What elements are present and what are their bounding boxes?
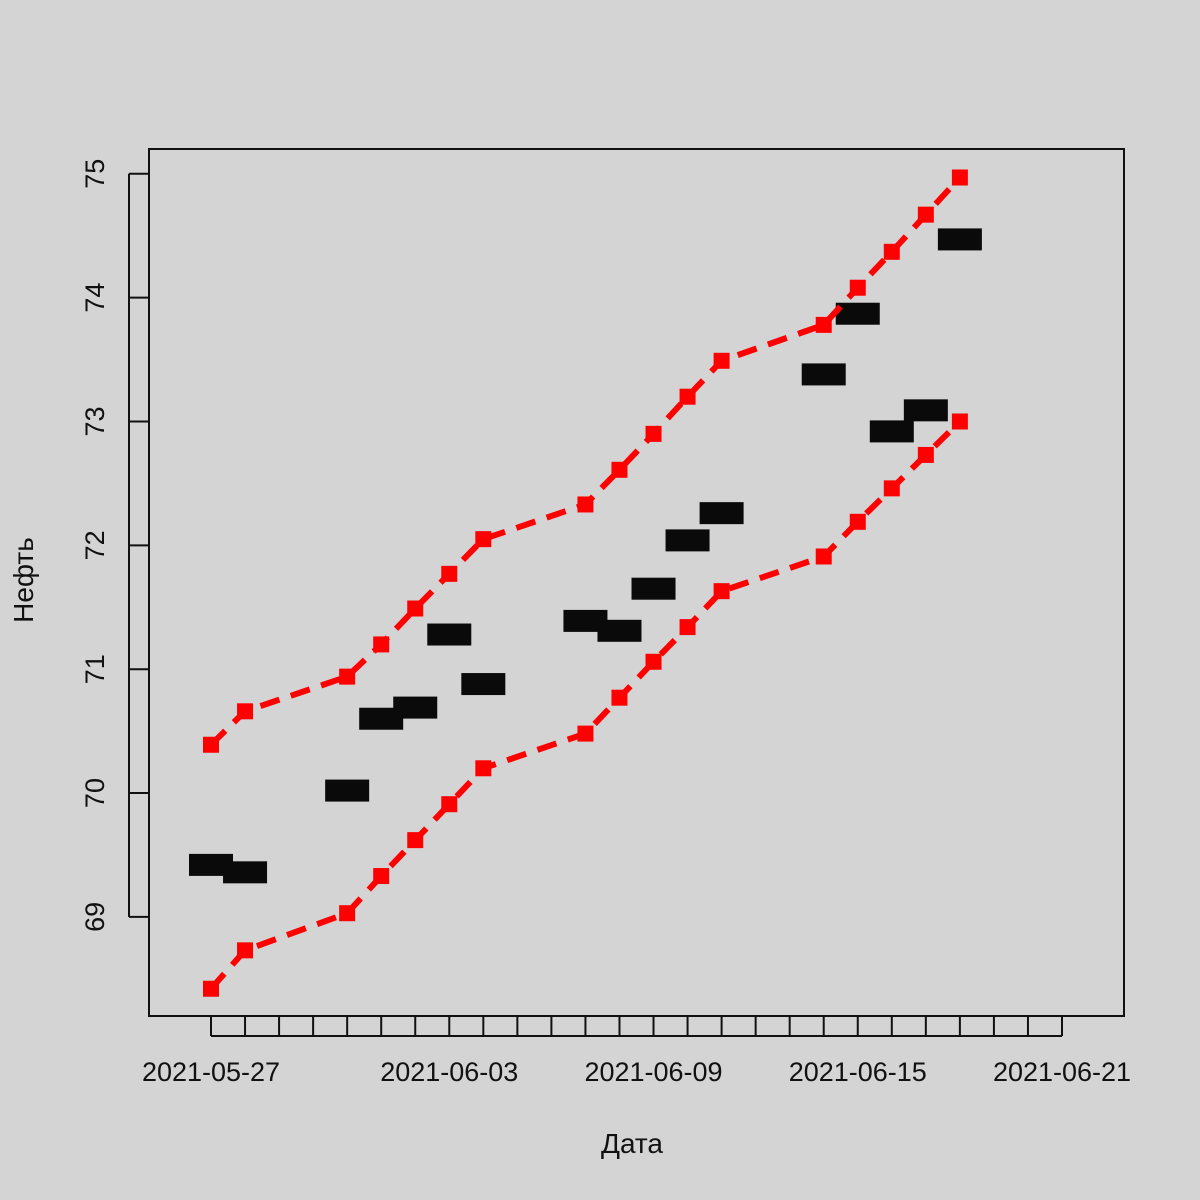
y-axis: 69 70 71 72 73 74 75 — [80, 159, 149, 932]
data-point — [713, 352, 730, 369]
data-point — [563, 609, 608, 632]
data-point — [237, 942, 254, 959]
plot-frame — [148, 148, 1125, 1017]
x-axis: 2021-05-27 2021-06-03 2021-06-09 2021-06-15… — [142, 1016, 1131, 1087]
data-point — [393, 696, 438, 719]
data-point — [441, 796, 458, 813]
series-line — [208, 175, 963, 747]
data-point — [339, 905, 356, 922]
data-point — [597, 619, 642, 642]
data-point — [645, 425, 662, 442]
y-tick-label: 70 — [80, 778, 110, 808]
data-point — [903, 399, 948, 422]
data-point — [373, 868, 390, 885]
x-tick-label: 2021-05-27 — [142, 1057, 280, 1087]
data-point — [475, 760, 492, 777]
x-tick-label: 2021-06-03 — [380, 1057, 518, 1087]
x-tick-label: 2021-06-15 — [789, 1057, 927, 1087]
data-point — [611, 689, 628, 706]
data-point — [203, 736, 219, 753]
data-point — [461, 673, 506, 696]
data-point — [189, 853, 233, 876]
data-point — [801, 363, 846, 386]
data-point — [611, 461, 628, 478]
data-point — [223, 861, 268, 884]
data-point — [631, 577, 676, 600]
y-tick-label: 72 — [80, 530, 110, 560]
data-point — [339, 668, 356, 685]
data-point — [713, 583, 730, 600]
data-point — [815, 548, 832, 565]
data-point — [665, 529, 710, 552]
data-point — [203, 980, 219, 997]
x-tick-label: 2021-06-09 — [584, 1057, 722, 1087]
data-point — [917, 206, 934, 223]
data-point — [883, 480, 900, 497]
data-point — [951, 413, 968, 430]
data-point — [679, 388, 696, 405]
data-point — [835, 302, 880, 325]
y-tick-label: 69 — [80, 902, 110, 932]
data-point — [869, 420, 914, 443]
data-point — [645, 653, 662, 670]
data-point — [475, 531, 492, 548]
data-point — [359, 707, 404, 730]
data-point — [407, 832, 424, 849]
data-point — [951, 169, 968, 186]
data-point — [883, 243, 900, 260]
data-point — [407, 600, 424, 617]
data-point — [577, 496, 594, 513]
y-tick-label: 71 — [80, 654, 110, 684]
series-layer — [189, 169, 982, 997]
data-point — [373, 636, 390, 653]
data-point — [699, 502, 744, 525]
y-tick-label: 73 — [80, 406, 110, 436]
data-point — [849, 279, 866, 296]
y-tick-label: 75 — [80, 159, 110, 189]
data-point — [427, 623, 472, 646]
data-point — [237, 703, 254, 720]
x-tick-label: 2021-06-21 — [993, 1057, 1131, 1087]
data-point — [937, 228, 982, 251]
y-axis-title: Нефть — [8, 537, 39, 623]
series-1 — [203, 169, 968, 753]
data-point — [441, 565, 458, 582]
series-0 — [189, 228, 982, 884]
series-2 — [203, 413, 968, 997]
x-axis-title: Дата — [601, 1128, 663, 1159]
data-point — [917, 446, 934, 463]
data-point — [849, 513, 866, 530]
data-point — [815, 316, 832, 333]
data-point — [577, 725, 594, 742]
data-point — [679, 619, 696, 636]
data-point — [325, 779, 370, 802]
y-tick-label: 74 — [80, 283, 110, 313]
